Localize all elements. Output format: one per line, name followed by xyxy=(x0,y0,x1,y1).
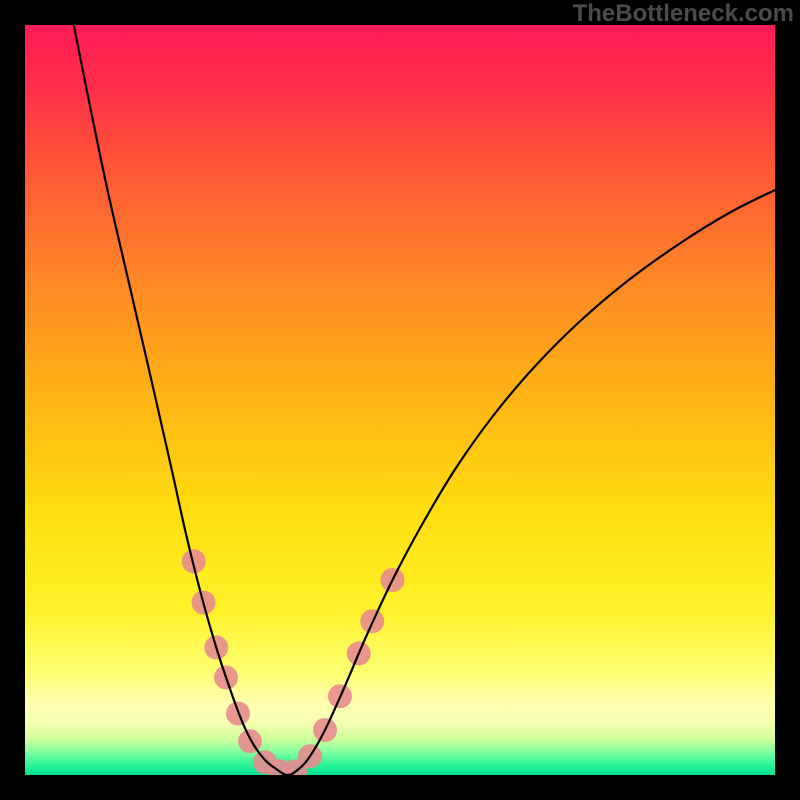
chart-frame: TheBottleneck.com xyxy=(0,0,800,800)
marker-dot xyxy=(238,729,262,753)
plot-area xyxy=(25,25,775,775)
watermark-text: TheBottleneck.com xyxy=(573,0,794,28)
plot-svg xyxy=(25,25,775,775)
gradient-background xyxy=(25,25,775,775)
